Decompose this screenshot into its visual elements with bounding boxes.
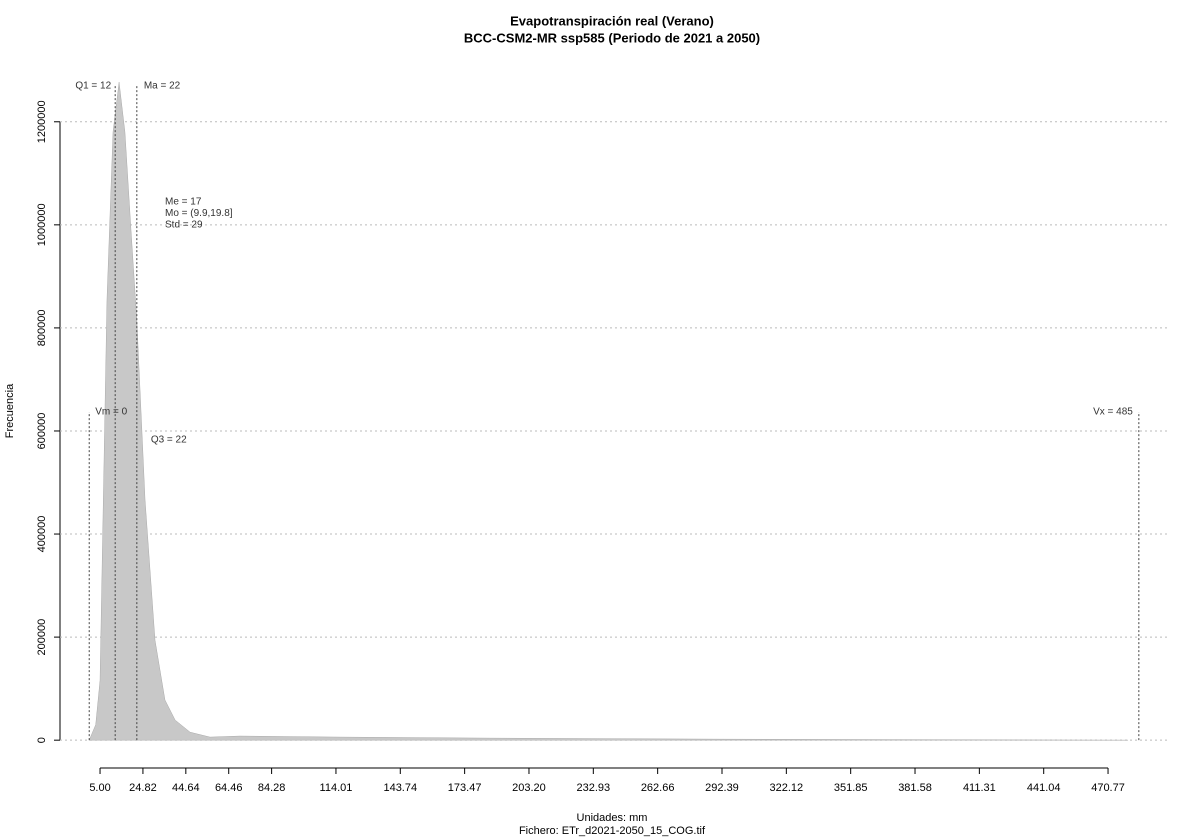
x-tick-label: 470.77 [1091,782,1125,794]
stat-label: Me = 17 [165,197,202,208]
x-tick-label: 64.46 [215,782,243,794]
marker-label: Vx = 485 [1093,407,1133,418]
area [88,82,1129,741]
marker-label: Vm = 0 [95,407,127,418]
y-tick-label: 400000 [36,516,48,553]
y-axis-label: Frecuencia [4,383,16,438]
y-tick-label: 1000000 [36,203,48,246]
y-tick-label: 600000 [36,413,48,450]
x-tick-label: 173.47 [448,782,482,794]
stat-label: Std = 29 [165,220,203,231]
marker-label: Q3 = 22 [151,435,187,446]
x-tick-label: 5.00 [89,782,110,794]
x-tick-label: 203.20 [512,782,546,794]
y-tick-label: 800000 [36,310,48,347]
chart-title: Evapotranspiración real (Verano) [510,13,714,28]
x-tick-label: 292.39 [705,782,739,794]
x-axis-label: Unidades: mm [577,812,648,824]
x-tick-label: 143.74 [383,782,417,794]
x-tick-label: 84.28 [258,782,286,794]
caption: Fichero: ETr_d2021-2050_15_COG.tif [519,825,706,837]
x-tick-label: 262.66 [641,782,675,794]
stat-label: Mo = (9.9,19.8] [165,208,233,219]
chart-subtitle: BCC-CSM2-MR ssp585 (Periodo de 2021 a 20… [464,30,760,45]
y-tick-label: 1200000 [36,100,48,143]
x-tick-label: 441.04 [1027,782,1061,794]
x-tick-label: 322.12 [770,782,804,794]
x-tick-label: 44.64 [172,782,200,794]
marker-label: Q1 = 12 [75,81,111,92]
x-tick-label: 411.31 [963,782,996,794]
x-tick-label: 351.85 [834,782,868,794]
marker-label: Ma = 22 [144,81,181,92]
x-tick-label: 232.93 [576,782,610,794]
x-tick-label: 114.01 [320,782,353,794]
x-tick-label: 381.58 [898,782,932,794]
y-tick-label: 0 [36,737,48,743]
x-tick-label: 24.82 [129,782,157,794]
y-tick-label: 200000 [36,619,48,656]
